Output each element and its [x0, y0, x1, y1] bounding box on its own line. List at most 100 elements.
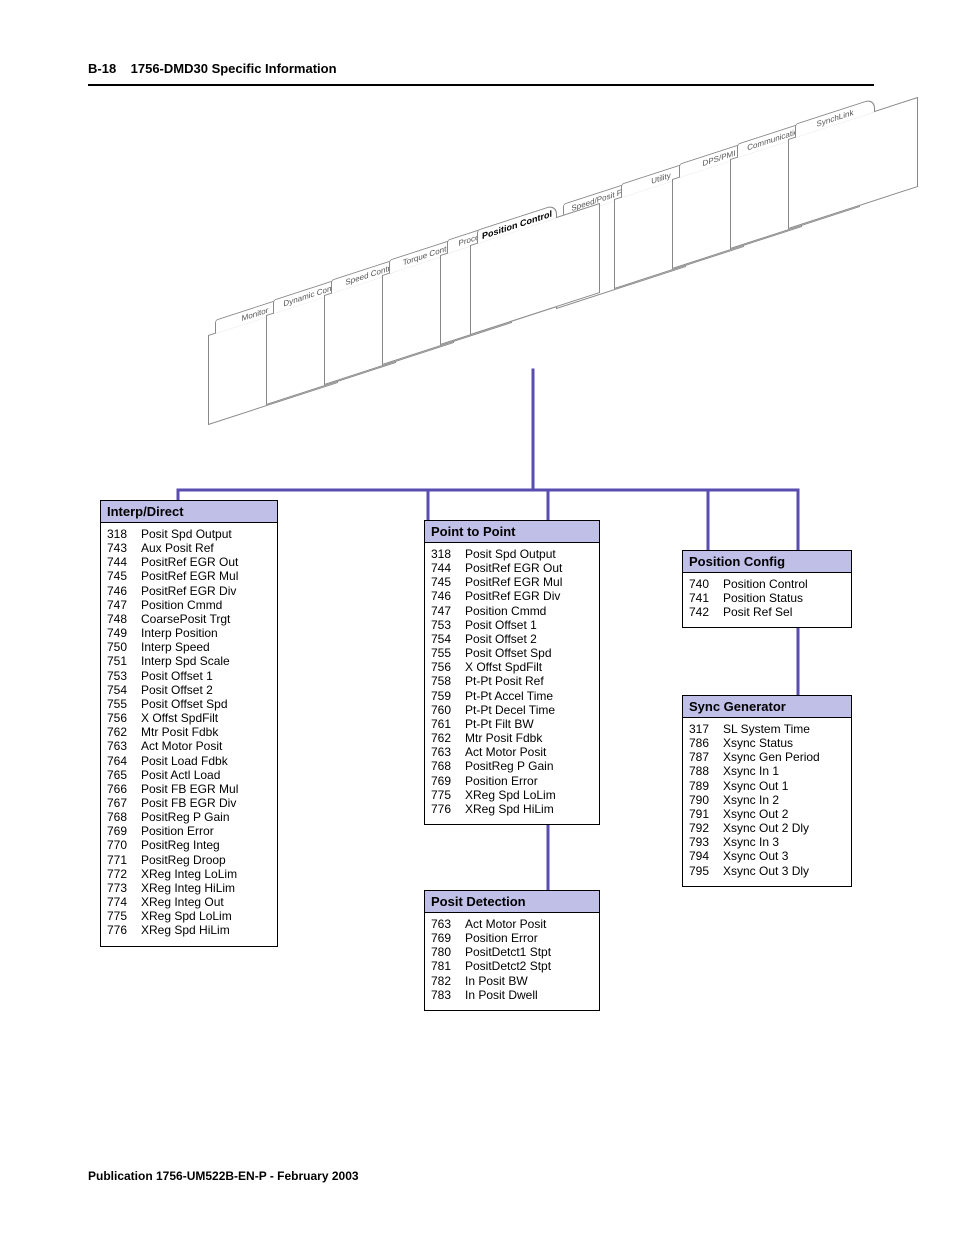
param-num: 744	[431, 561, 465, 575]
param-row: 760Pt-Pt Decel Time	[431, 703, 562, 717]
param-row: 748CoarsePosit Trgt	[107, 612, 238, 626]
param-num: 740	[689, 577, 723, 591]
folder-tab: SynchLink	[788, 97, 918, 229]
param-label: Position Cmmd	[465, 604, 562, 618]
param-row: 742Posit Ref Sel	[689, 605, 808, 619]
param-row: 769Position Error	[431, 931, 551, 945]
param-row: 769Position Error	[107, 824, 238, 838]
param-label: Mtr Posit Fdbk	[141, 725, 238, 739]
param-label: PositDetct1 Stpt	[465, 945, 551, 959]
param-row: 751Interp Spd Scale	[107, 654, 238, 668]
param-box-posit_detection: Posit Detection763Act Motor Posit769Posi…	[424, 890, 600, 1011]
param-label: Xsync Out 3 Dly	[723, 864, 820, 878]
param-label: Interp Position	[141, 626, 238, 640]
param-num: 769	[431, 774, 465, 788]
param-row: 768PositReg P Gain	[431, 759, 562, 773]
param-box-position_config: Position Config740Position Control741Pos…	[682, 550, 852, 628]
param-num: 783	[431, 988, 465, 1002]
param-label: Xsync Status	[723, 736, 820, 750]
param-num: 745	[431, 575, 465, 589]
param-num: 763	[431, 745, 465, 759]
param-row: 773XReg Integ HiLim	[107, 881, 238, 895]
param-row: 763Act Motor Posit	[107, 739, 238, 753]
param-num: 788	[689, 764, 723, 778]
param-row: 740Position Control	[689, 577, 808, 591]
param-label: XReg Spd LoLim	[141, 909, 238, 923]
param-row: 782In Posit BW	[431, 974, 551, 988]
param-num: 741	[689, 591, 723, 605]
param-row: 790Xsync In 2	[689, 793, 820, 807]
param-box-point_to_point: Point to Point318Posit Spd Output744Posi…	[424, 520, 600, 825]
param-label: XReg Spd HiLim	[465, 802, 562, 816]
param-row: 749Interp Position	[107, 626, 238, 640]
param-row: 744PositRef EGR Out	[431, 561, 562, 575]
param-label: Posit FB EGR Div	[141, 796, 238, 810]
param-row: 789Xsync Out 1	[689, 779, 820, 793]
page-header: B-18 1756-DMD30 Specific Information	[88, 60, 874, 86]
param-row: 756X Offst SpdFilt	[431, 660, 562, 674]
param-table: 318Posit Spd Output744PositRef EGR Out74…	[431, 547, 562, 816]
param-label: PositRef EGR Div	[465, 589, 562, 603]
param-row: 772XReg Integ LoLim	[107, 867, 238, 881]
param-label: In Posit Dwell	[465, 988, 551, 1002]
param-num: 745	[107, 569, 141, 583]
param-row: 763Act Motor Posit	[431, 745, 562, 759]
param-label: XReg Integ Out	[141, 895, 238, 909]
param-num: 769	[107, 824, 141, 838]
param-num: 769	[431, 931, 465, 945]
param-table: 763Act Motor Posit769Position Error780Po…	[431, 917, 551, 1002]
param-row: 793Xsync In 3	[689, 835, 820, 849]
param-label: Position Status	[723, 591, 808, 605]
param-label: Xsync Out 2 Dly	[723, 821, 820, 835]
param-num: 750	[107, 640, 141, 654]
param-num: 782	[431, 974, 465, 988]
param-box-interp_direct: Interp/Direct318Posit Spd Output743Aux P…	[100, 500, 278, 947]
param-table: 740Position Control741Position Status742…	[689, 577, 808, 619]
param-row: 753Posit Offset 1	[107, 669, 238, 683]
param-num: 759	[431, 689, 465, 703]
param-num: 754	[431, 632, 465, 646]
param-num: 742	[689, 605, 723, 619]
param-row: 318Posit Spd Output	[431, 547, 562, 561]
param-row: 743Aux Posit Ref	[107, 541, 238, 555]
param-row: 764Posit Load Fdbk	[107, 754, 238, 768]
param-num: 760	[431, 703, 465, 717]
param-label: Posit Offset 1	[465, 618, 562, 632]
param-label: PositRef EGR Mul	[141, 569, 238, 583]
folder-label: SynchLink	[795, 98, 875, 138]
param-num: 744	[107, 555, 141, 569]
param-label: Xsync In 1	[723, 764, 820, 778]
param-num: 318	[107, 527, 141, 541]
param-num: 789	[689, 779, 723, 793]
param-label: Posit Actl Load	[141, 768, 238, 782]
param-num: 793	[689, 835, 723, 849]
param-row: 775XReg Spd LoLim	[107, 909, 238, 923]
param-num: 791	[689, 807, 723, 821]
param-num: 765	[107, 768, 141, 782]
param-row: 755Posit Offset Spd	[431, 646, 562, 660]
param-label: Posit Spd Output	[465, 547, 562, 561]
param-label: Xsync In 2	[723, 793, 820, 807]
param-label: Position Error	[141, 824, 238, 838]
param-label: Posit Load Fdbk	[141, 754, 238, 768]
param-label: Interp Speed	[141, 640, 238, 654]
param-label: Position Error	[465, 774, 562, 788]
param-row: 759Pt-Pt Accel Time	[431, 689, 562, 703]
param-box-body: 318Posit Spd Output743Aux Posit Ref744Po…	[100, 523, 278, 947]
publication-footer: Publication 1756-UM522B-EN-P - February …	[88, 1169, 359, 1183]
param-num: 761	[431, 717, 465, 731]
param-label: CoarsePosit Trgt	[141, 612, 238, 626]
param-label: Posit Offset 1	[141, 669, 238, 683]
param-row: 763Act Motor Posit	[431, 917, 551, 931]
param-row: 794Xsync Out 3	[689, 849, 820, 863]
param-row: 766Posit FB EGR Mul	[107, 782, 238, 796]
param-row: 750Interp Speed	[107, 640, 238, 654]
param-num: 774	[107, 895, 141, 909]
param-label: PositRef EGR Mul	[465, 575, 562, 589]
param-num: 758	[431, 674, 465, 688]
param-row: 318Posit Spd Output	[107, 527, 238, 541]
param-row: 741Position Status	[689, 591, 808, 605]
param-num: 781	[431, 959, 465, 973]
param-box-body: 740Position Control741Position Status742…	[682, 573, 852, 628]
param-label: Posit Ref Sel	[723, 605, 808, 619]
